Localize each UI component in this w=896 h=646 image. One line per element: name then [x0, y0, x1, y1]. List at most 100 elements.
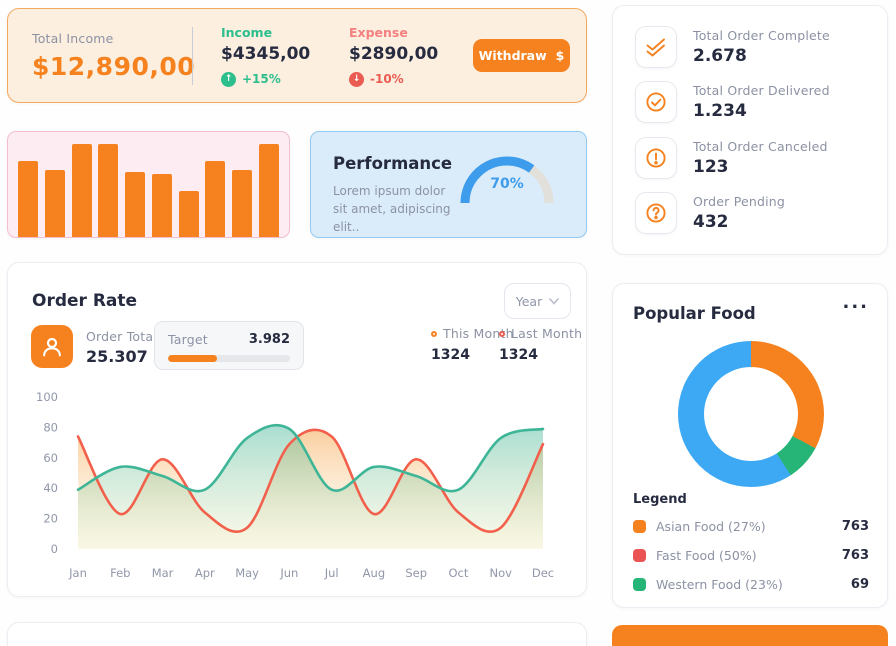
withdraw-label: Withdraw	[478, 48, 547, 63]
more-options-icon[interactable]: ...	[842, 292, 869, 313]
legend-label: Asian Food (27%)	[656, 519, 766, 534]
legend-title: Legend	[633, 492, 687, 507]
this-month-value: 1324	[431, 347, 470, 363]
order-stat-value: 123	[693, 156, 729, 177]
popular-food-card: Popular Food ... Legend Asian Food (27%)…	[612, 283, 888, 608]
order-stat-value: 432	[693, 211, 729, 232]
x-axis-tick: Nov	[490, 566, 513, 580]
performance-gauge	[452, 145, 562, 209]
period-select[interactable]: Year	[504, 283, 571, 319]
target-value: 3.982	[248, 332, 290, 347]
y-axis-tick: 60	[43, 451, 58, 465]
performance-percent: 70%	[490, 176, 524, 192]
target-label: Target	[168, 332, 208, 347]
x-axis-tick: Sep	[405, 566, 427, 580]
x-axis-tick: May	[235, 566, 259, 580]
popular-food-title: Popular Food	[633, 304, 756, 323]
order-stat-value: 1.234	[693, 101, 747, 122]
income-label: Income	[221, 24, 273, 40]
last-month-block: Last Month 1324	[499, 326, 582, 363]
alert-circle-icon	[635, 136, 677, 179]
order-rate-card: Order Rate Year Order Total 25.307 Targe…	[7, 262, 587, 597]
order-rate-line-chart: 0 20 40 60 80 100 Jan Feb Mar Apr May Jun Jul Aug Sep O…	[28, 381, 576, 591]
legend-swatch-icon	[633, 520, 646, 533]
order-total-value: 25.307	[86, 347, 148, 366]
target-progress	[168, 355, 290, 362]
last-month-value: 1324	[499, 347, 538, 363]
expense-value: $2890,00	[349, 43, 439, 64]
bottom-left-card	[7, 622, 587, 646]
order-stat-value: 2.678	[693, 46, 747, 66]
order-stat-text: Total Order Canceled 123	[693, 139, 828, 177]
order-stat-label: Total Order Canceled	[693, 138, 828, 154]
legend-item: Western Food (23%) 69	[633, 570, 869, 599]
bar	[125, 171, 146, 237]
bar	[98, 143, 119, 237]
bottom-orange-button[interactable]	[612, 625, 888, 646]
this-month-block: This Month 1324	[431, 326, 514, 363]
x-axis-tick: Dec	[532, 566, 554, 580]
expense-block: Expense $2890,00 ↓ -10%	[325, 25, 453, 87]
bar	[258, 143, 279, 237]
check-circle-icon	[635, 81, 677, 124]
withdraw-button[interactable]: Withdraw $	[473, 39, 570, 72]
target-box: Target 3.982	[154, 321, 304, 370]
series-area	[78, 425, 543, 549]
chevron-down-icon	[549, 297, 560, 305]
expense-label: Expense	[349, 24, 408, 40]
this-month-marker-icon	[431, 330, 437, 337]
income-block: Income $4345,00 ↑ +15%	[197, 25, 325, 87]
person-icon	[31, 325, 73, 368]
legend-value: 69	[850, 577, 869, 592]
order-stat-text: Total Order Complete 2.678	[693, 28, 830, 66]
expense-change-value: -10%	[370, 72, 404, 86]
income-change-value: +15%	[242, 72, 281, 86]
last-month-marker-icon	[499, 330, 505, 337]
arrow-down-icon: ↓	[349, 71, 364, 87]
performance-description: Lorem ipsum dolor sit amet, adipiscing e…	[333, 184, 451, 234]
income-value: $4345,00	[221, 43, 311, 64]
order-stat-label: Total Order Complete	[693, 28, 830, 43]
arrow-up-icon: ↑	[221, 71, 236, 87]
order-stat-text: Order Pending 432	[693, 194, 785, 232]
divider	[192, 26, 193, 85]
x-axis-tick: Jul	[324, 566, 339, 580]
x-axis-tick: Apr	[195, 566, 215, 580]
donut-hole	[704, 367, 798, 461]
bar	[71, 143, 92, 237]
order-stat-row: Total Order Canceled 123	[635, 136, 865, 179]
income-summary-card: Total Income $12,890,00 Income $4345,00 …	[7, 8, 587, 103]
total-income-block: Total Income $12,890,00	[8, 30, 195, 81]
legend-swatch-icon	[633, 549, 646, 562]
income-change: ↑ +15%	[221, 71, 325, 87]
bar	[151, 174, 172, 237]
popular-food-donut-chart	[678, 341, 824, 487]
y-axis-tick: 20	[43, 512, 58, 526]
performance-title: Performance	[333, 154, 453, 173]
period-select-value: Year	[515, 293, 543, 309]
y-axis-tick: 0	[51, 542, 58, 556]
order-stats-card: Total Order Complete 2.678 Total Order D…	[612, 5, 888, 255]
y-axis-tick: 100	[36, 390, 58, 404]
mini-bar-chart	[7, 131, 290, 238]
y-axis-tick: 80	[43, 420, 58, 434]
x-axis-tick: Aug	[363, 566, 385, 580]
legend-item: Asian Food (27%) 763	[633, 512, 869, 541]
order-stat-row: Order Pending 432	[635, 191, 865, 234]
bar	[232, 169, 253, 237]
x-axis-tick: Oct	[449, 566, 469, 580]
x-axis-tick: Feb	[110, 566, 130, 580]
last-month-label: Last Month	[511, 326, 583, 341]
legend-item: Fast Food (50%) 763	[633, 541, 869, 570]
series-line	[76, 428, 545, 534]
legend-value: 763	[841, 519, 869, 534]
target-progress-fill	[168, 355, 217, 362]
bar	[178, 190, 199, 237]
expense-change: ↓ -10%	[349, 71, 453, 87]
x-axis-tick: Jan	[68, 566, 87, 580]
order-stat-row: Total Order Complete 2.678	[635, 26, 865, 68]
order-total-label: Order Total	[86, 329, 157, 344]
total-income-label: Total Income	[32, 30, 114, 46]
legend-list: Asian Food (27%) 763 Fast Food (50%) 763…	[633, 512, 869, 599]
